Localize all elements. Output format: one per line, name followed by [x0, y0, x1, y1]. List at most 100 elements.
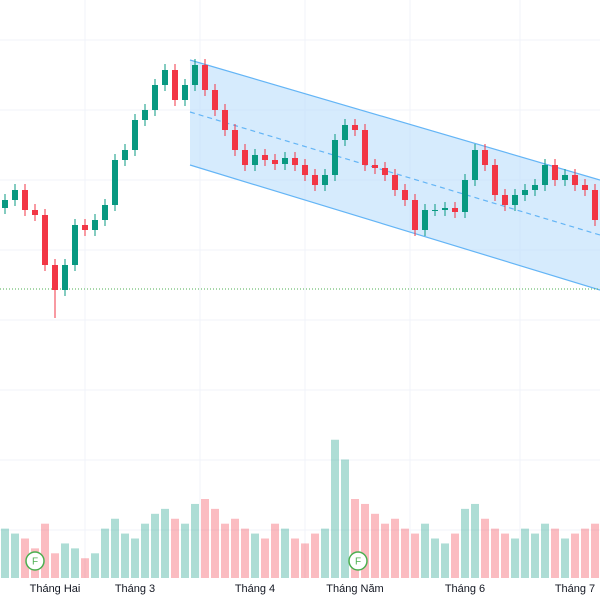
candle-body	[522, 190, 528, 195]
volume-bar	[271, 523, 279, 578]
candle-body	[332, 140, 338, 175]
candle-body	[432, 210, 438, 211]
volume-bar	[121, 533, 129, 578]
x-axis: Tháng Hai Tháng 3 Tháng 4 Tháng Năm Tháng 6 T…	[30, 583, 596, 595]
volume-bar	[201, 499, 209, 578]
volume-bar	[241, 528, 249, 578]
volume-bar	[191, 503, 199, 578]
candle-body	[562, 175, 568, 180]
volume-bar	[171, 518, 179, 578]
volume-bar	[211, 508, 219, 578]
event-marker	[348, 551, 368, 571]
candle-body	[532, 185, 538, 190]
candle-body	[452, 208, 458, 212]
candle-body	[372, 165, 378, 168]
candles	[2, 59, 598, 318]
volume-bar	[21, 538, 29, 578]
candle-body	[272, 160, 278, 164]
volume-bar	[71, 548, 79, 578]
candle-body	[22, 190, 28, 210]
candle-body	[442, 208, 448, 210]
volume-bar	[451, 533, 459, 578]
candle-body	[72, 225, 78, 265]
candle-body	[512, 195, 518, 205]
candle-body	[42, 215, 48, 265]
volume-bar	[221, 523, 229, 578]
volume-bar	[1, 528, 9, 578]
candle-body	[12, 190, 18, 200]
volume-bar	[381, 523, 389, 578]
x-tick-label: Tháng Hai	[30, 583, 81, 595]
candle-body	[102, 205, 108, 220]
volume-bar	[531, 533, 539, 578]
volume-bar	[101, 528, 109, 578]
volume-bar	[151, 513, 159, 578]
x-tick-label: Tháng 3	[115, 583, 155, 595]
event-label: F	[355, 557, 361, 568]
event-marker	[25, 551, 45, 571]
candle-body	[292, 158, 298, 165]
volume-bar	[41, 523, 49, 578]
candle-body	[362, 130, 368, 165]
candle-body	[402, 190, 408, 200]
candle-body	[152, 85, 158, 110]
candle-body	[412, 200, 418, 230]
candle-body	[322, 175, 328, 185]
candle-body	[482, 150, 488, 165]
candle-body	[142, 110, 148, 120]
volume-bar	[391, 518, 399, 578]
candle-body	[112, 160, 118, 205]
candle-body	[222, 110, 228, 130]
candle-body	[312, 175, 318, 185]
candle-body	[422, 210, 428, 230]
volume-bar	[281, 528, 289, 578]
candle-body	[462, 180, 468, 212]
channel-top	[189, 59, 600, 181]
candle-body	[122, 150, 128, 160]
volume-bar	[311, 533, 319, 578]
candle-body	[542, 165, 548, 185]
volume-bar	[371, 513, 379, 578]
candle-body	[132, 120, 138, 150]
volume-bar	[81, 558, 89, 578]
volume-bar	[111, 518, 119, 578]
candle-body	[302, 165, 308, 175]
event-label: F	[32, 557, 38, 568]
candle-body	[262, 155, 268, 160]
volume-bar	[61, 543, 69, 578]
volume-bar	[131, 538, 139, 578]
candle-body	[552, 165, 558, 180]
candle-body	[282, 158, 288, 164]
candle-body	[352, 125, 358, 130]
volume-bar	[551, 528, 559, 578]
candle-body	[182, 85, 188, 100]
volume-bar	[441, 543, 449, 578]
volume-bar	[161, 508, 169, 578]
candle-body	[592, 190, 598, 220]
candle-body	[92, 220, 98, 230]
volume-bar	[51, 553, 59, 578]
x-tick-label: Tháng 7	[555, 583, 595, 595]
volume-bar	[141, 523, 149, 578]
volume-bar	[251, 533, 259, 578]
volume-bar	[471, 503, 479, 578]
candle-body	[172, 70, 178, 100]
volume-bar	[11, 533, 19, 578]
volume-bar	[351, 499, 359, 578]
volume-bar	[431, 538, 439, 578]
candle-body	[212, 90, 218, 110]
volume-bar	[341, 459, 349, 578]
candle-body	[192, 65, 198, 85]
candle-body	[342, 125, 348, 140]
candle-body	[472, 150, 478, 180]
candle-body	[392, 175, 398, 190]
x-tick-label: Tháng Năm	[326, 583, 383, 595]
x-tick-label: Tháng 6	[445, 583, 485, 595]
volume	[1, 439, 599, 578]
volume-bar	[461, 508, 469, 578]
volume-bar	[421, 523, 429, 578]
candle-body	[162, 70, 168, 85]
volume-bar	[321, 528, 329, 578]
